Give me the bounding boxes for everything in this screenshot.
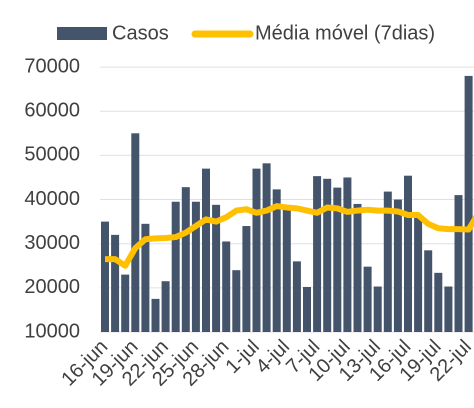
bar [424,250,433,332]
legend-label: Casos [112,22,169,44]
y-tick-label: 60000 [24,100,80,122]
line [105,203,474,269]
bar [343,177,352,332]
bar [464,75,473,333]
legend: Casos Média móvel (7dias) [57,22,435,44]
bar [404,175,412,332]
bar [393,199,402,332]
bar [131,133,140,332]
bar [232,270,241,332]
bar [303,286,311,332]
bar [373,286,382,332]
bar [272,189,281,332]
bar [181,187,190,332]
bar [252,168,261,332]
bar [191,201,200,332]
bar [222,241,231,332]
bar [363,266,372,332]
bar [151,298,160,332]
bar [202,168,210,332]
bar [353,203,362,332]
bar [141,223,150,332]
y-tick-label: 50000 [24,144,80,166]
plot: 1000020000300004000050000600007000016-ju… [24,55,474,391]
bar [454,195,463,332]
bar [262,163,271,332]
bar [414,217,423,332]
bar [313,176,322,332]
bar [292,261,301,332]
bar [121,274,130,332]
bar [212,204,221,332]
bar [333,187,342,332]
bar [242,226,251,332]
bar [434,272,443,332]
bar [171,201,180,332]
y-tick-label: 70000 [24,55,80,77]
legend-label: Média móvel (7dias) [255,22,435,44]
y-tick-label: 30000 [24,232,80,254]
bar [161,281,170,332]
bar [444,286,453,332]
bar [383,191,392,332]
legend-swatch [57,27,107,40]
bar [111,234,120,332]
bar [101,221,109,332]
y-tick-label: 40000 [24,188,80,210]
bar [282,208,291,332]
bar [323,178,332,332]
y-tick-label: 20000 [24,276,80,298]
y-tick-label: 10000 [24,320,80,342]
